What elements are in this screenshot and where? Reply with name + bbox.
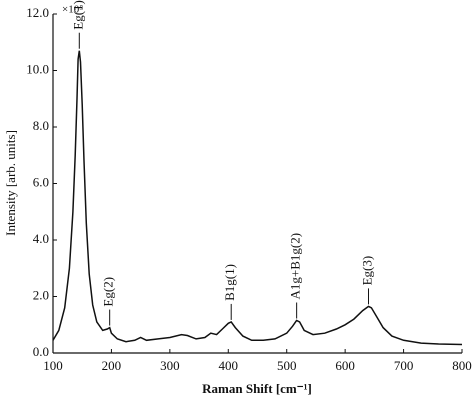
y-tick-label: 12.0 <box>26 5 49 20</box>
x-tick-label: 200 <box>102 358 122 373</box>
y-tick-label: 8.0 <box>33 118 49 133</box>
y-tick-label: 0.0 <box>33 344 49 359</box>
axis-multiplier: ×10⁵ <box>62 4 83 16</box>
x-tick-label: 700 <box>394 358 414 373</box>
spectrum-line <box>52 50 463 346</box>
y-tick-label: 2.0 <box>33 287 49 302</box>
y-tick-label: 10.0 <box>26 61 49 76</box>
x-tick-label: 300 <box>160 358 180 373</box>
annotation-label: A1g+B1g(2) <box>288 233 303 300</box>
x-tick-label: 400 <box>219 358 239 373</box>
x-tick-label: 600 <box>335 358 355 373</box>
y-axis-label: Intensity [arb. units] <box>3 130 18 236</box>
x-axis-label: Raman Shift [cm⁻¹] <box>202 381 312 396</box>
x-tick-label: 800 <box>452 358 472 373</box>
y-tick-label: 6.0 <box>33 174 49 189</box>
annotation-label: Eg(1) <box>70 0 85 30</box>
annotation-label: Eg(3) <box>359 256 374 286</box>
annotation-label: Eg(2) <box>101 277 116 307</box>
annotation-label: B1g(1) <box>222 264 237 301</box>
x-tick-label: 100 <box>43 358 63 373</box>
x-tick-label: 500 <box>277 358 297 373</box>
y-tick-label: 4.0 <box>33 231 49 246</box>
